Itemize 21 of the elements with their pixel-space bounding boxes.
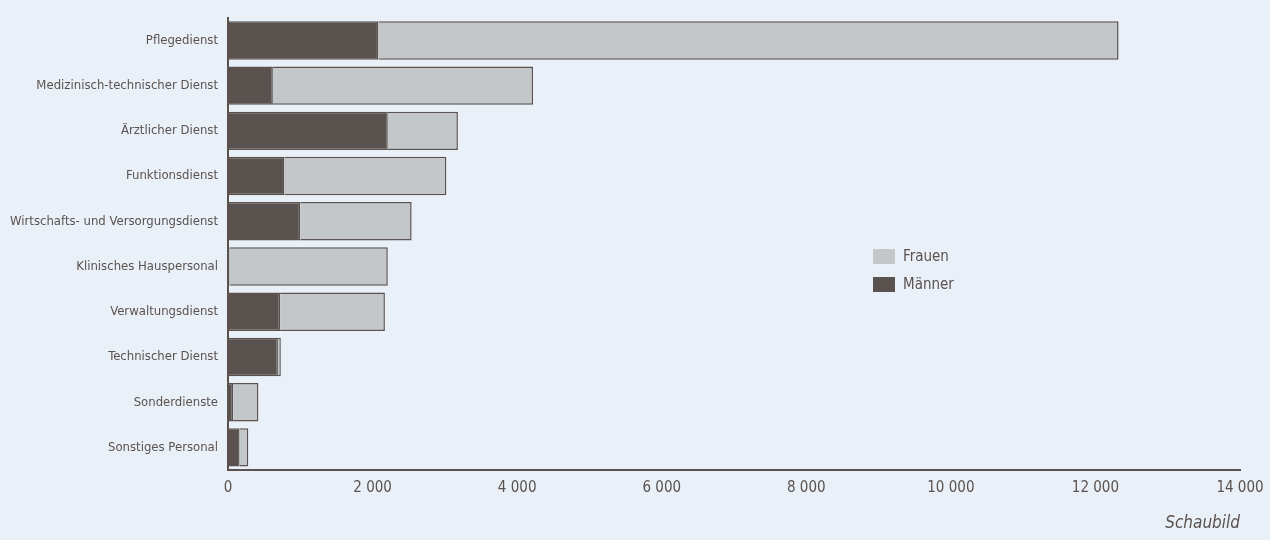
x-tick-label: 0: [223, 477, 233, 496]
x-tick-label: 14 000: [1216, 477, 1264, 496]
y-tick-label: Verwaltungsdienst: [110, 303, 219, 319]
y-tick-label: Wirtschafts- und Versorgungsdienst: [10, 212, 219, 228]
y-tick-label: Pflegedienst: [145, 31, 219, 47]
y-tick-label: Klinisches Hauspersonal: [76, 257, 219, 273]
y-tick-label: Sonstiges Personal: [108, 438, 219, 454]
x-tick-label: 12 000: [1071, 477, 1120, 496]
y-tick-label: Sonderdienste: [133, 393, 219, 409]
legend-label: Männer: [903, 275, 954, 293]
y-tick-label: Medizinisch-technischer Dienst: [36, 77, 219, 92]
legend-label: Frauen: [903, 247, 949, 265]
x-tick-label: 2 000: [353, 477, 392, 496]
x-tick-label: 8 000: [786, 477, 826, 496]
y-tick-label: Funktionsdienst: [125, 167, 219, 183]
x-tick-label: 4 000: [497, 477, 537, 496]
y-tick-label: Ärztlicher Dienst: [120, 122, 219, 138]
y-tick-label: Technischer Dienst: [107, 348, 219, 364]
x-tick-label: 10 000: [927, 477, 975, 496]
x-tick-label: 6 000: [642, 477, 682, 496]
text: Schaubild: [1165, 512, 1240, 532]
